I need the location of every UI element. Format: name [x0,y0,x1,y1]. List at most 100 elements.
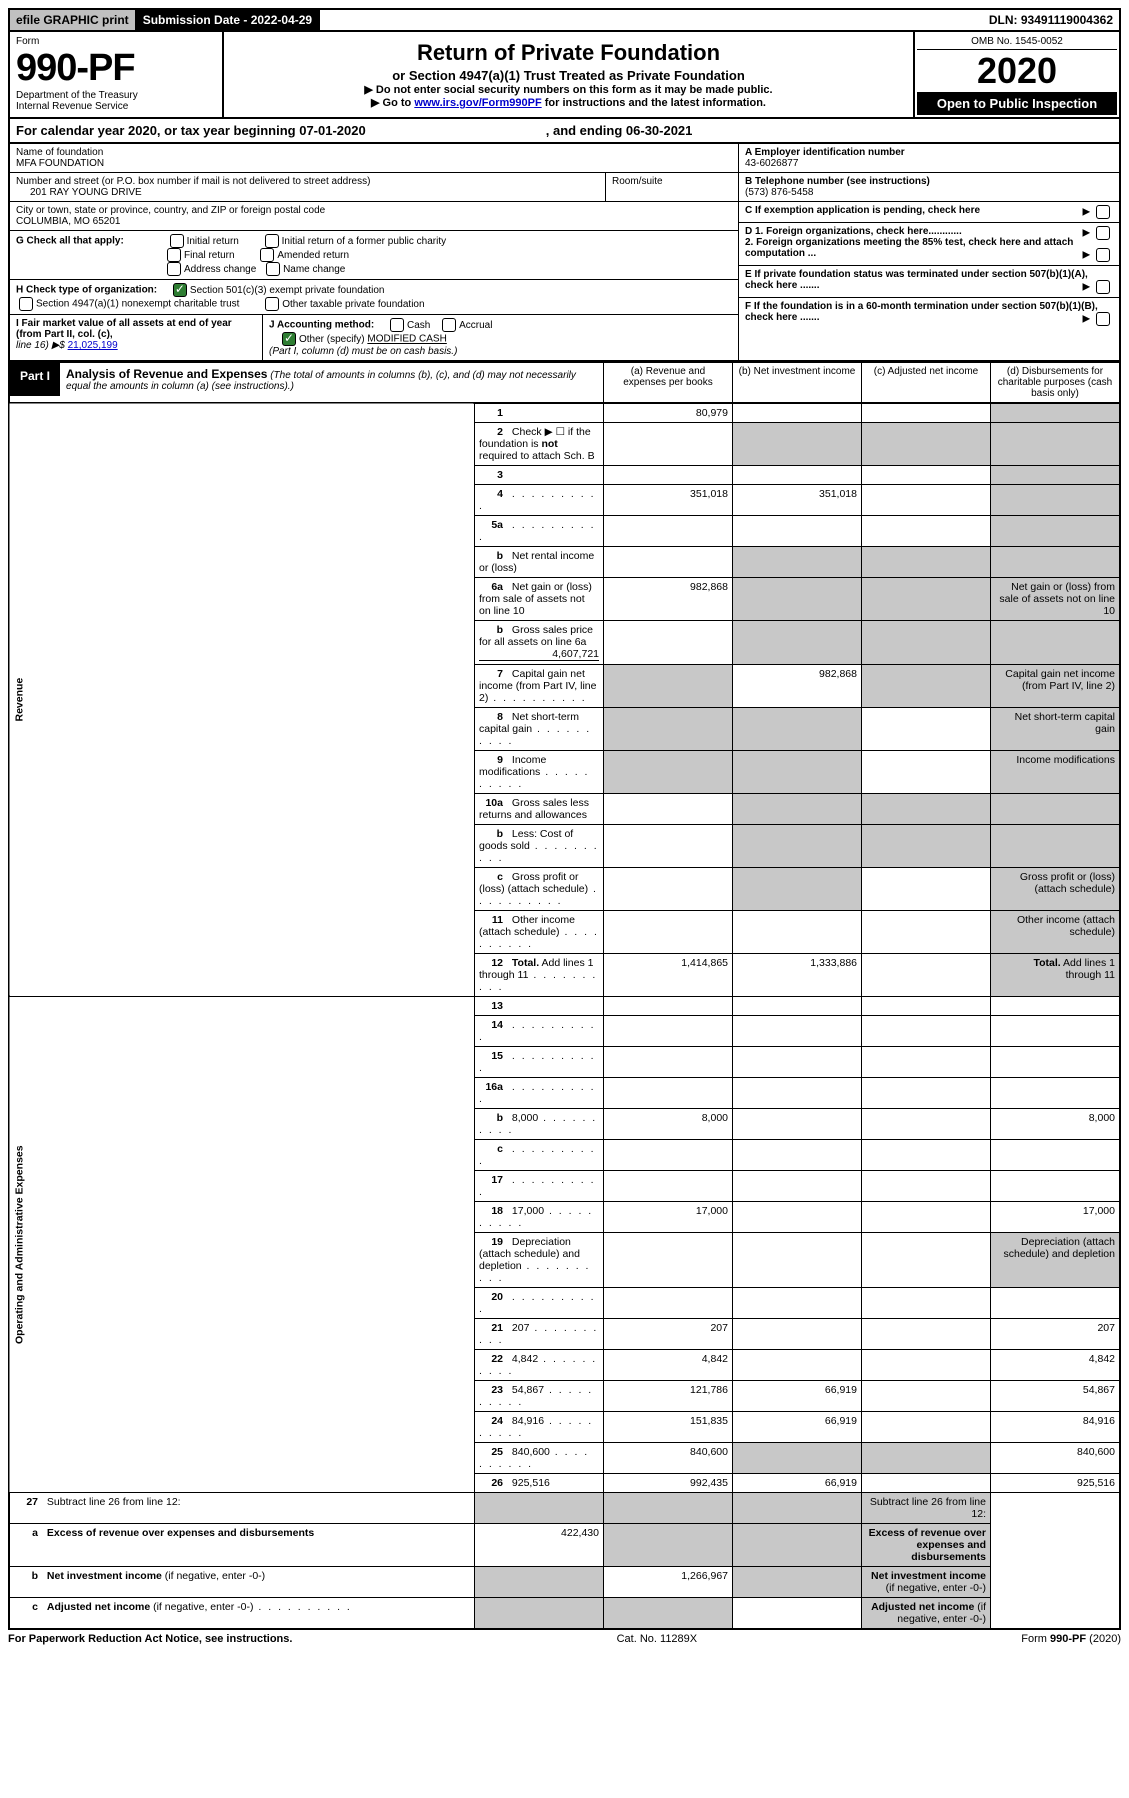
table-cell: 840,600 [991,1443,1121,1474]
table-cell [862,868,991,911]
table-cell [733,516,862,547]
checkbox-amended[interactable] [260,248,274,262]
part1-table: Part I Analysis of Revenue and Expenses … [8,362,1121,1630]
form-title: Return of Private Foundation [230,40,907,66]
address-cell: Number and street (or P.O. box number if… [10,173,606,201]
table-cell [604,1524,733,1567]
table-cell [862,1412,991,1443]
section-h: H Check type of organization: Section 50… [10,280,738,315]
table-cell [733,794,862,825]
checkbox-e[interactable] [1096,280,1110,294]
form-number: 990-PF [16,47,216,90]
row-desc: 20 [475,1288,604,1319]
table-cell: Net gain or (loss) from sale of assets n… [991,578,1121,621]
row-desc: 6a Net gain or (loss) from sale of asset… [475,578,604,621]
checkbox-f[interactable] [1096,312,1110,326]
entity-right: A Employer identification number 43-6026… [738,144,1119,360]
checkbox-d2[interactable] [1096,248,1110,262]
table-cell [862,665,991,708]
table-cell [991,1016,1121,1047]
row-desc: c [475,1140,604,1171]
row-desc: b Net investment income (if negative, en… [9,1567,475,1598]
checkbox-name-change[interactable] [266,262,280,276]
table-cell: Net short-term capital gain [991,708,1121,751]
col-c-header: (c) Adjusted net income [862,363,991,404]
row-desc: 25 840,600 [475,1443,604,1474]
checkbox-address-change[interactable] [167,262,181,276]
table-cell: 1,414,865 [604,954,733,997]
note-2: ▶ Go to www.irs.gov/Form990PF for instru… [230,96,907,109]
footer-mid: Cat. No. 11289X [617,1633,698,1645]
irs-link[interactable]: www.irs.gov/Form990PF [414,97,541,109]
table-cell [862,1319,991,1350]
table-cell [991,794,1121,825]
fair-market-value[interactable]: 21,025,199 [68,340,118,351]
table-cell [862,911,991,954]
row-desc: c Gross profit or (loss) (attach schedul… [475,868,604,911]
row-desc: 27 Subtract line 26 from line 12: [9,1493,475,1524]
checkbox-final-return[interactable] [167,248,181,262]
city-state-zip: COLUMBIA, MO 65201 [16,216,120,227]
row-desc: 4 [475,485,604,516]
table-cell [604,423,733,466]
table-cell [862,708,991,751]
foundation-name-cell: Name of foundation MFA FOUNDATION [10,144,738,173]
checkbox-other-method[interactable] [282,332,296,346]
checkbox-accrual[interactable] [442,318,456,332]
table-cell [991,516,1121,547]
row-desc: 13 [475,997,604,1016]
row-desc: 12 Total. Add lines 1 through 11 [475,954,604,997]
header-right: OMB No. 1545-0052 2020 Open to Public In… [913,32,1119,117]
top-bar: efile GRAPHIC print Submission Date - 20… [8,8,1121,32]
table-cell: 8,000 [604,1109,733,1140]
table-cell [862,1288,991,1319]
entity-left: Name of foundation MFA FOUNDATION Number… [10,144,738,360]
entity-info: Name of foundation MFA FOUNDATION Number… [8,144,1121,362]
checkbox-501c3[interactable] [173,283,187,297]
table-cell [991,1140,1121,1171]
dln-label: DLN: 93491119004362 [983,10,1119,30]
section-d: D 1. Foreign organizations, check here..… [739,223,1119,266]
city-cell: City or town, state or province, country… [10,202,738,231]
table-cell: 17,000 [991,1202,1121,1233]
efile-button[interactable]: efile GRAPHIC print [10,10,137,30]
checkbox-initial-former[interactable] [265,234,279,248]
table-cell [604,1078,733,1109]
form-subtitle: or Section 4947(a)(1) Trust Treated as P… [230,68,907,83]
table-cell [862,825,991,868]
checkbox-initial-return[interactable] [170,234,184,248]
table-cell [604,794,733,825]
table-cell [991,403,1121,423]
table-cell: Capital gain net income (from Part IV, l… [991,665,1121,708]
table-cell: 151,835 [604,1412,733,1443]
table-cell: 66,919 [733,1381,862,1412]
table-cell [862,751,991,794]
row-desc: 7 Capital gain net income (from Part IV,… [475,665,604,708]
table-cell [862,954,991,997]
cal-year-end: , and ending 06-30-2021 [546,123,693,138]
checkbox-c[interactable] [1096,205,1110,219]
table-cell [862,621,991,665]
table-cell [991,1171,1121,1202]
checkbox-d1[interactable] [1096,226,1110,240]
side-label: Operating and Administrative Expenses [9,997,475,1493]
form-label: Form [16,36,216,47]
table-cell [733,751,862,794]
table-cell: Excess of revenue over expenses and disb… [862,1524,991,1567]
table-cell [733,1598,862,1630]
table-cell: 66,919 [733,1474,862,1493]
table-cell [862,1140,991,1171]
form-header: Form 990-PF Department of the Treasury I… [8,32,1121,119]
checkbox-4947a1[interactable] [19,297,33,311]
note-1: ▶ Do not enter social security numbers o… [230,83,907,96]
table-cell [862,1381,991,1412]
table-cell [991,485,1121,516]
col-a-header: (a) Revenue and expenses per books [604,363,733,404]
checkbox-cash[interactable] [390,318,404,332]
checkbox-other-taxable[interactable] [265,297,279,311]
table-cell: 4,842 [604,1350,733,1381]
table-cell [862,466,991,485]
table-cell [604,997,733,1016]
foundation-name: MFA FOUNDATION [16,158,104,169]
row-desc: 9 Income modifications [475,751,604,794]
